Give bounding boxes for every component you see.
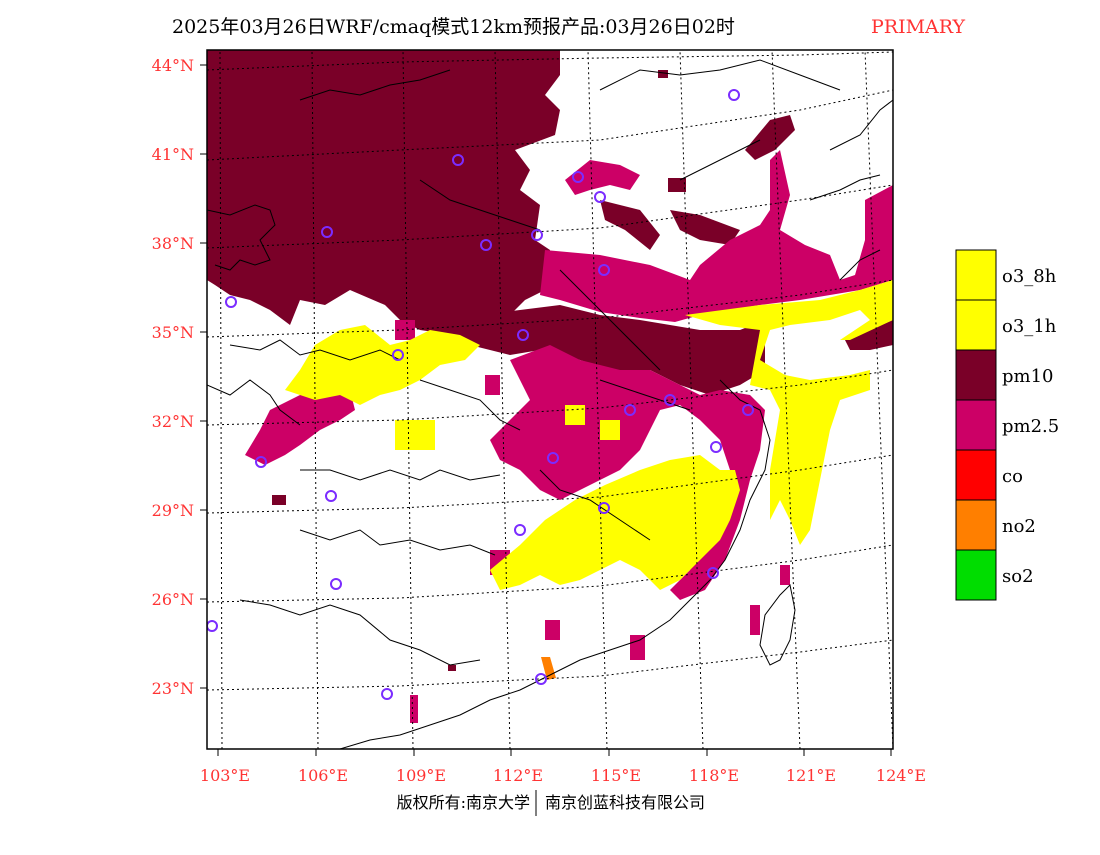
- station-marker: [728, 89, 740, 101]
- legend: o3_8h o3_1h pm10 pm2.5 co no2 so2: [955, 249, 1059, 601]
- lon-label: 109°E: [396, 766, 446, 785]
- station-marker: [225, 296, 237, 308]
- lat-label: 38°N: [152, 234, 194, 253]
- legend-swatch-no2: [955, 499, 997, 551]
- legend-swatch-pm10: [955, 349, 997, 401]
- legend-swatch-o3-8h: [955, 249, 997, 301]
- station-marker: [207, 620, 218, 632]
- lon-label: 124°E: [876, 766, 926, 785]
- legend-label-o3-8h: o3_8h: [1002, 266, 1057, 287]
- lat-label: 41°N: [152, 145, 194, 164]
- station-marker: [594, 191, 606, 203]
- lon-label: 118°E: [689, 766, 739, 785]
- station-marker: [598, 264, 610, 276]
- station-marker: [392, 349, 404, 361]
- station-marker: [381, 688, 393, 700]
- station-marker: [325, 490, 337, 502]
- pollutant-map-field: [207, 50, 893, 749]
- station-marker: [710, 441, 722, 453]
- lat-label: 44°N: [152, 56, 194, 75]
- latitude-labels: 44°N 41°N 38°N 35°N 32°N 29°N 26°N 23°N: [152, 56, 194, 698]
- station-marker: [330, 578, 342, 590]
- legend-swatch-o3-1h: [955, 299, 997, 351]
- graticule: [207, 50, 893, 749]
- station-marker: [535, 673, 547, 685]
- lat-label: 29°N: [152, 501, 194, 520]
- station-marker: [531, 229, 543, 241]
- lon-label: 121°E: [786, 766, 836, 785]
- footer-company: 南京创蓝科技有限公司: [545, 793, 705, 812]
- station-marker: [707, 567, 719, 579]
- station-marker: [517, 329, 529, 341]
- station-markers: [207, 89, 754, 700]
- pm10-region: [207, 50, 893, 671]
- legend-label-co: co: [1002, 466, 1023, 487]
- lon-label: 112°E: [493, 766, 543, 785]
- legend-swatch-pm25: [955, 399, 997, 451]
- lat-label: 32°N: [152, 412, 194, 431]
- run-tag: PRIMARY: [871, 16, 965, 38]
- lon-label: 115°E: [591, 766, 641, 785]
- station-marker: [572, 171, 584, 183]
- map-title: 2025年03月26日WRF/cmaq模式12km预报产品:03月26日02时: [172, 16, 735, 38]
- station-marker: [514, 524, 526, 536]
- longitude-axis: [217, 749, 892, 756]
- lon-label: 106°E: [298, 766, 348, 785]
- station-marker: [321, 226, 333, 238]
- lat-label: 26°N: [152, 590, 194, 609]
- legend-label-o3-1h: o3_1h: [1002, 316, 1057, 337]
- station-marker: [664, 394, 676, 406]
- station-marker: [480, 239, 492, 251]
- longitude-labels: 103°E 106°E 109°E 112°E 115°E 118°E 121°…: [200, 766, 926, 785]
- legend-swatch-so2: [955, 549, 997, 601]
- station-marker: [255, 456, 267, 468]
- station-marker: [742, 404, 754, 416]
- lat-label: 23°N: [152, 679, 194, 698]
- legend-label-pm25: pm2.5: [1002, 416, 1059, 437]
- footer-copyright: 版权所有:南京大学: [397, 793, 530, 812]
- legend-label-no2: no2: [1002, 516, 1036, 537]
- o3-region: [285, 280, 893, 590]
- pm25-region: [245, 150, 893, 723]
- station-marker: [452, 154, 464, 166]
- station-marker: [598, 502, 610, 514]
- legend-label-so2: so2: [1002, 566, 1034, 587]
- station-marker: [547, 452, 559, 464]
- lon-label: 103°E: [200, 766, 250, 785]
- latitude-axis: [200, 64, 207, 689]
- station-marker: [624, 404, 636, 416]
- plot-frame: [206, 49, 894, 750]
- legend-label-pm10: pm10: [1002, 366, 1054, 387]
- legend-swatch-co: [955, 449, 997, 501]
- lat-label: 35°N: [152, 323, 194, 342]
